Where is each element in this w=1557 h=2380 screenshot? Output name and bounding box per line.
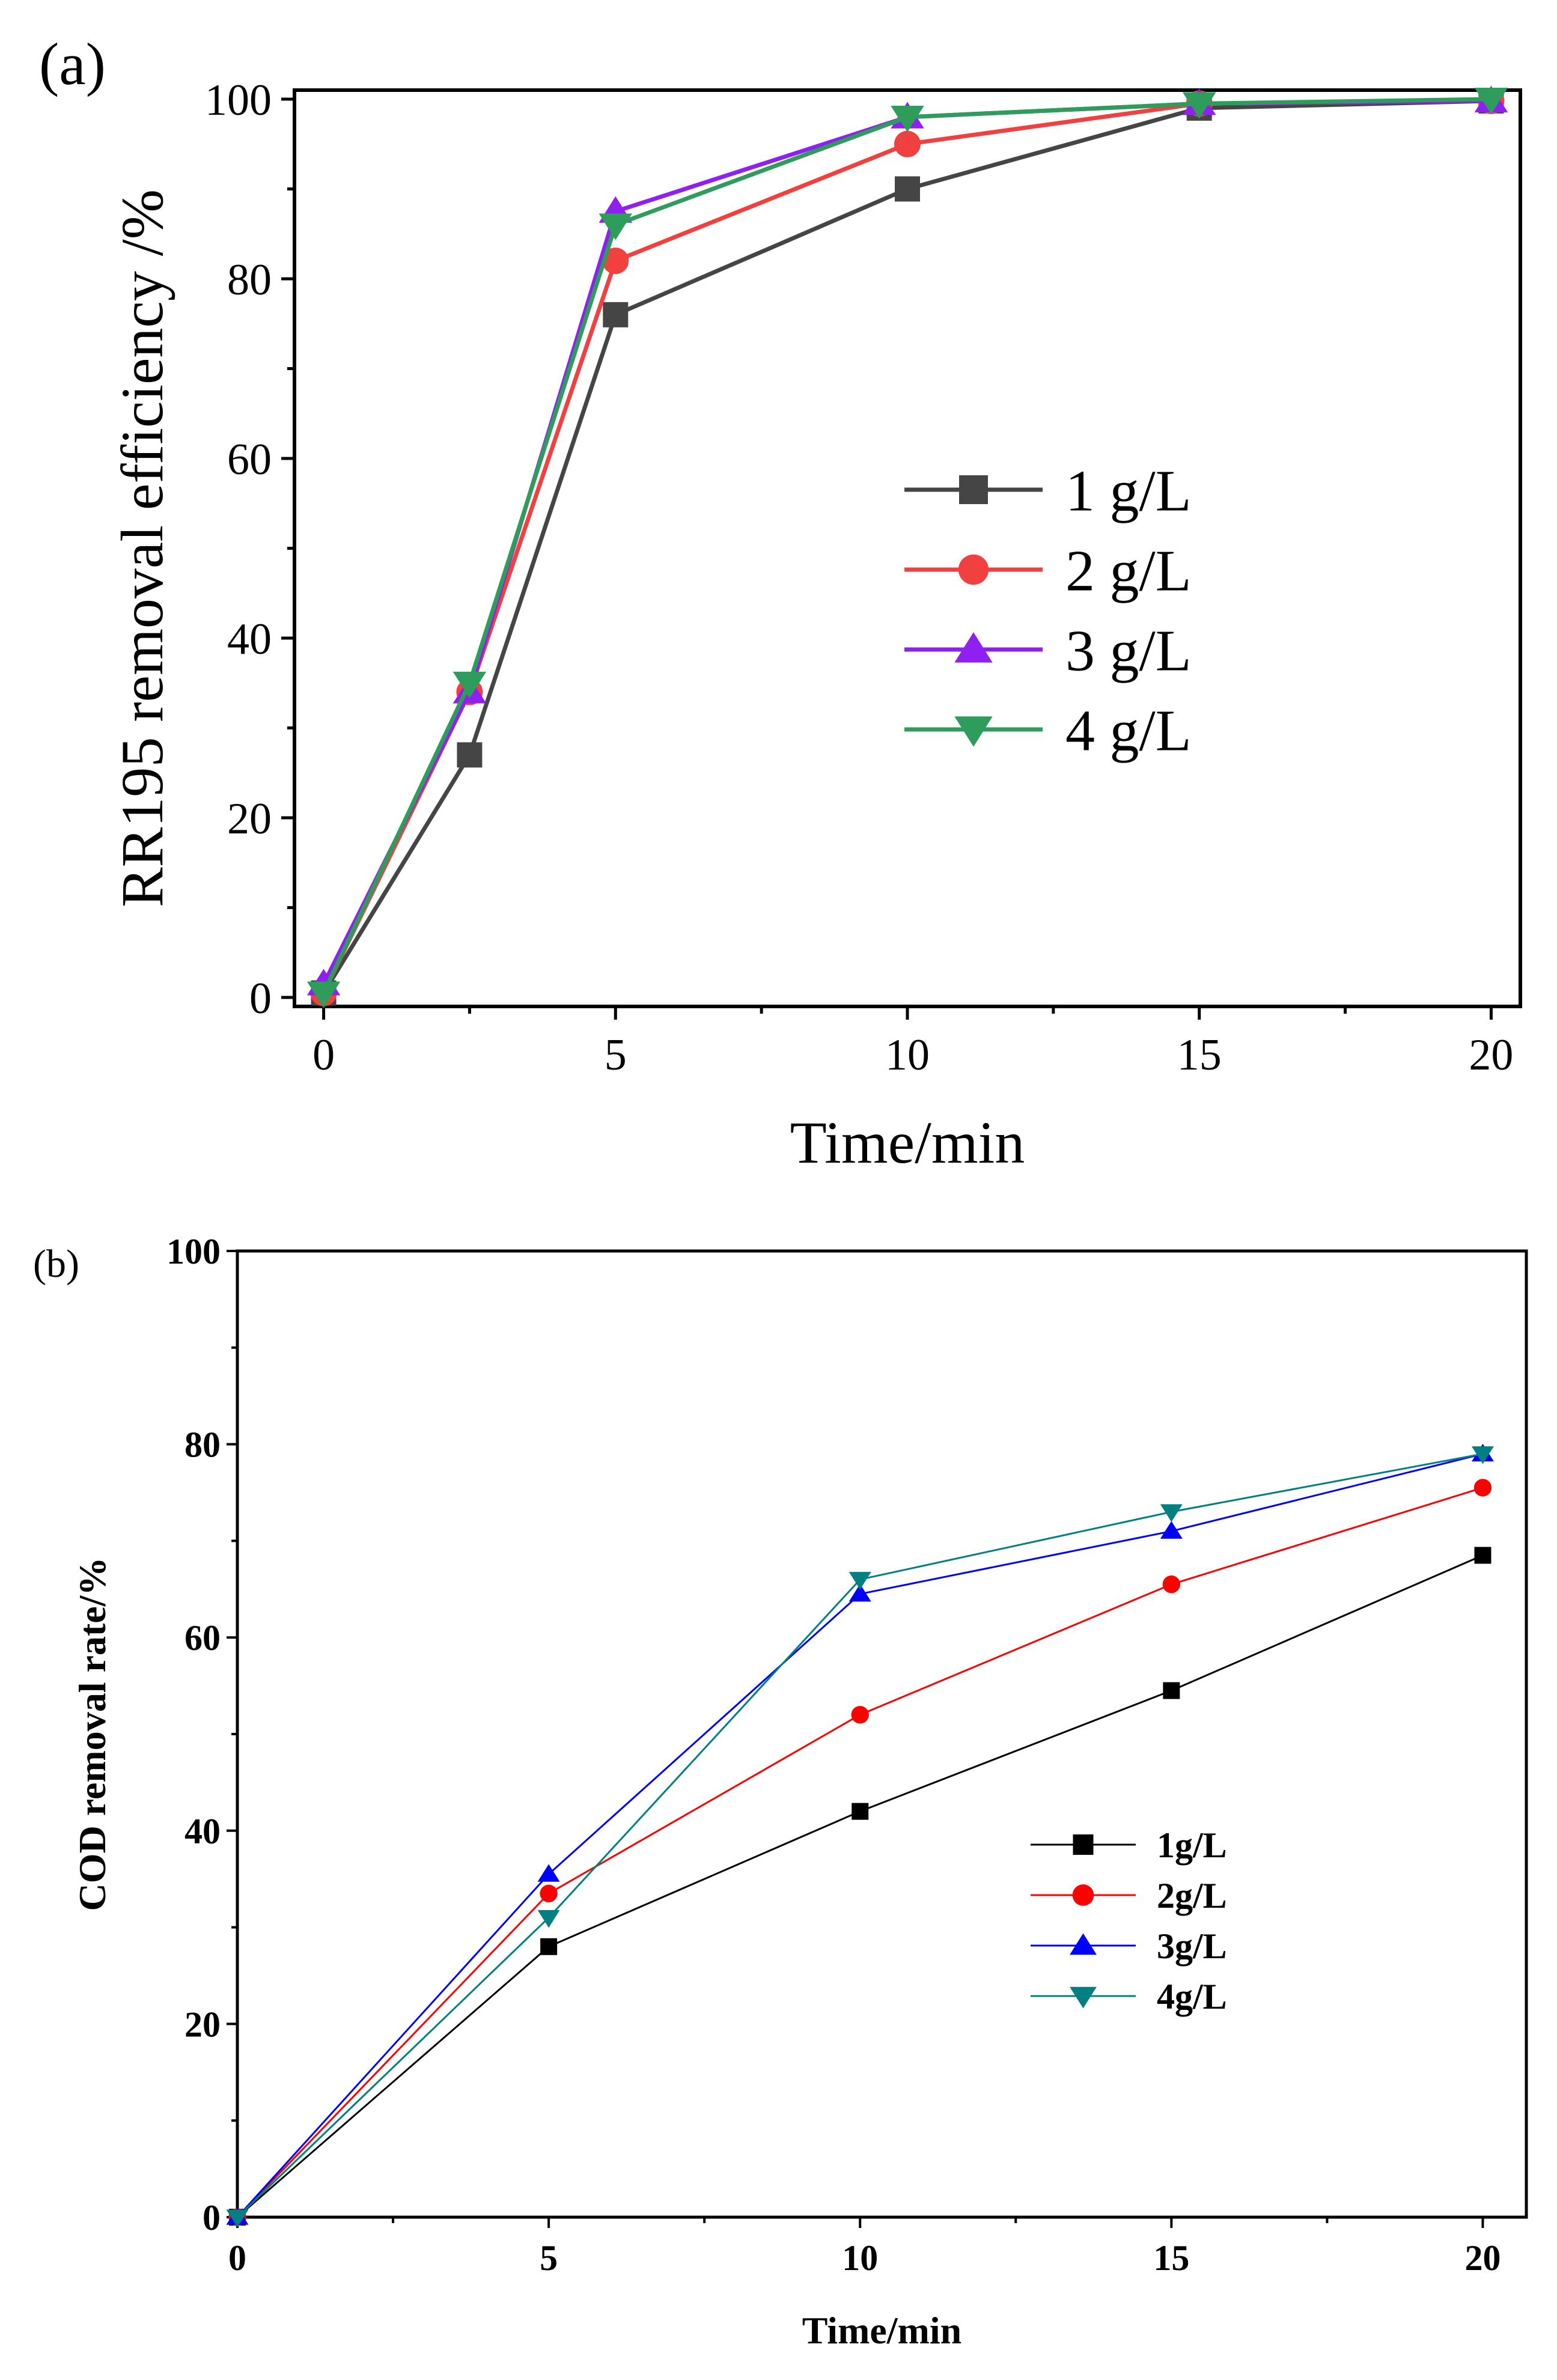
legend-item: 1 g/L <box>904 458 1192 523</box>
chart-panel-b: (b) 0 5 10 15 20 0 20 40 60 80 100 Time/min COD remov… <box>33 1232 1528 2352</box>
legend-marker <box>954 632 993 663</box>
data-point <box>849 1584 871 1602</box>
data-point <box>895 176 920 202</box>
series-line <box>321 97 1491 994</box>
series-line <box>321 99 1491 994</box>
data-point <box>537 1864 560 1882</box>
x-tick-label: 10 <box>885 1030 930 1080</box>
data-point <box>603 302 629 327</box>
legend-marker <box>1073 1834 1094 1855</box>
data-point <box>537 1910 560 1928</box>
data-point <box>1160 1521 1183 1539</box>
y-tick-label: 20 <box>227 794 272 844</box>
y-axis-title: COD removal rate/% <box>71 1557 114 1911</box>
y-tick-label: 100 <box>166 1232 221 1271</box>
panel-label: (b) <box>33 1242 79 1286</box>
y-tick-label: 60 <box>227 435 272 484</box>
legend: 1 g/L 2 g/L 3 g/L 4 g/L <box>904 458 1192 763</box>
legend-item: 1g/L <box>1031 1825 1227 1865</box>
chart-panel-a: (a) 0 5 10 15 20 0 20 40 60 80 100 Time/min RR195 rem… <box>39 31 1522 1176</box>
series-3 <box>226 1443 1494 2225</box>
x-tick-label: 0 <box>312 1030 335 1080</box>
legend-label: 3g/L <box>1157 1926 1227 1966</box>
data-point <box>849 1572 871 1590</box>
data-point <box>306 981 341 1008</box>
data-point <box>1182 92 1216 119</box>
legend-marker <box>1070 1986 1097 2009</box>
y-tick-label: 20 <box>184 2004 221 2044</box>
data-point <box>851 1706 869 1724</box>
data-point <box>1471 1446 1494 1464</box>
y-tick-label: 80 <box>227 255 272 305</box>
data-point <box>457 742 483 768</box>
x-tick-label: 15 <box>1153 2238 1189 2278</box>
data-point <box>599 213 633 240</box>
data-point <box>1162 1575 1181 1593</box>
data-point <box>540 1938 558 1955</box>
legend-item: 3 g/L <box>904 618 1192 683</box>
series-4 <box>226 1446 1494 2227</box>
legend-item: 4 g/L <box>904 698 1192 763</box>
y-tick-label: 40 <box>184 1812 221 1851</box>
data-point <box>1160 1504 1183 1522</box>
legend-marker <box>958 554 989 585</box>
x-tick-label: 20 <box>1464 2238 1501 2278</box>
data-point <box>1163 1682 1180 1699</box>
x-axis-title: Time/min <box>802 2309 962 2352</box>
x-tick-label: 5 <box>540 2238 558 2278</box>
y-tick-label: 60 <box>184 1618 221 1658</box>
y-tick-label: 0 <box>249 974 272 1023</box>
y-axis-title: RR195 removal efficiency /% <box>109 189 175 907</box>
legend-label: 4 g/L <box>1065 698 1192 763</box>
y-tick-label: 100 <box>205 76 272 125</box>
x-tick-label: 20 <box>1469 1030 1513 1080</box>
legend-item: 4g/L <box>1031 1977 1227 2016</box>
data-point <box>1473 1479 1492 1497</box>
y-tick-label: 40 <box>227 615 272 664</box>
y-tick-label: 80 <box>184 1425 221 1465</box>
data-point <box>602 248 629 275</box>
legend-marker <box>959 475 988 504</box>
x-tick-label: 15 <box>1177 1030 1222 1080</box>
data-point <box>1474 88 1508 115</box>
data-point <box>226 2209 249 2227</box>
x-axis-title: Time/min <box>790 1109 1025 1176</box>
legend-label: 1g/L <box>1157 1825 1227 1865</box>
legend-label: 1 g/L <box>1065 458 1192 523</box>
legend-marker <box>954 716 993 747</box>
data-point <box>891 105 924 133</box>
legend-marker <box>1070 1933 1097 1955</box>
x-tick-label: 10 <box>842 2238 878 2278</box>
series-4 <box>306 88 1508 1008</box>
x-tick-label: 0 <box>228 2238 246 2278</box>
legend-label: 2 g/L <box>1065 538 1192 603</box>
legend-marker <box>1072 1884 1094 1906</box>
legend-label: 3 g/L <box>1065 618 1192 683</box>
y-tick-label: 0 <box>203 2198 221 2238</box>
data-point <box>452 671 487 698</box>
legend: 1g/L 2g/L 3g/L 4g/L <box>1031 1825 1227 2016</box>
x-tick-label: 5 <box>605 1030 627 1080</box>
data-point <box>894 130 921 157</box>
legend-label: 4g/L <box>1157 1977 1227 2016</box>
data-point <box>1474 1547 1491 1564</box>
legend-label: 2g/L <box>1157 1876 1227 1916</box>
panel-label: (a) <box>39 31 106 97</box>
data-point <box>852 1803 869 1820</box>
legend-item: 2g/L <box>1031 1876 1227 1916</box>
legend-item: 2 g/L <box>904 538 1192 603</box>
legend-item: 3g/L <box>1031 1926 1227 1966</box>
data-point <box>540 1884 558 1903</box>
